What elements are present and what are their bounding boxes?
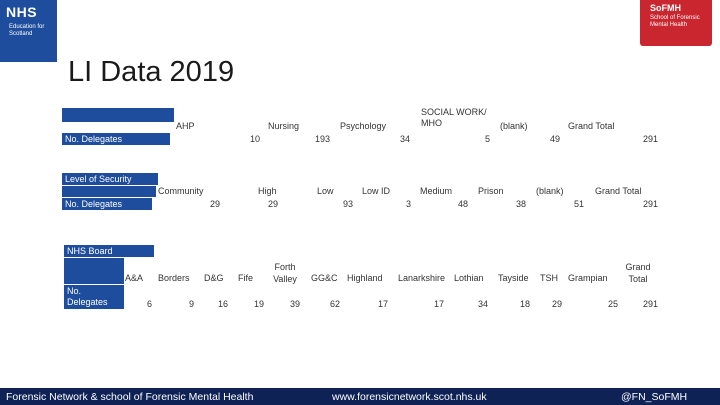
table2-value-low-id: 3 xyxy=(405,199,411,209)
table3-header-tsh: TSH xyxy=(540,273,558,283)
table2-label: Level of Security xyxy=(65,174,132,184)
table3-header-band xyxy=(64,258,124,284)
table2-header-medium: Medium xyxy=(420,186,453,196)
table3-value-lanarkshire: 17 xyxy=(433,299,444,309)
nhs-logo-subtitle: Education for Scotland xyxy=(9,24,45,37)
sofmh-logo-text: SoFMH xyxy=(650,3,681,13)
table3-value-borders: 9 xyxy=(188,299,194,309)
table2-header-community: Community xyxy=(158,186,204,196)
table3-header-grand-total: Grand Total xyxy=(625,262,651,284)
table3-header-borders: Borders xyxy=(158,273,190,283)
table1-header-ahp: AHP xyxy=(176,121,195,131)
table2-header-low-id: Low ID xyxy=(362,186,391,196)
table2-value-blank: 51 xyxy=(573,199,584,209)
table2-value-community: 29 xyxy=(209,199,220,209)
table3-header-aa: A&A xyxy=(125,273,144,283)
page-title: LI Data 2019 xyxy=(68,56,235,88)
table3-header-lothian: Lothian xyxy=(454,273,484,283)
table1-value-social-work: 5 xyxy=(484,134,490,144)
footer-handle[interactable]: @FN_SoFMH xyxy=(621,391,688,403)
table3-header-lanarkshire: Lanarkshire xyxy=(398,273,446,283)
table2-value-medium: 48 xyxy=(457,199,468,209)
nhs-logo-text: NHS xyxy=(6,4,38,20)
table1-value-nursing: 193 xyxy=(314,134,330,144)
table1-value-grand-total: 291 xyxy=(642,134,658,144)
table1-row-label: No. Delegates xyxy=(65,134,123,144)
table1-header-band xyxy=(62,108,174,122)
table3-value-tayside: 18 xyxy=(519,299,530,309)
table1-value-ahp: 10 xyxy=(249,134,260,144)
table1-header-grand-total: Grand Total xyxy=(568,121,615,131)
table3-value-ggc: 62 xyxy=(329,299,340,309)
table1-header-blank: (blank) xyxy=(500,121,528,131)
table1-header-social-work: SOCIAL WORK/ MHO xyxy=(421,107,487,128)
table1-value-blank: 49 xyxy=(549,134,560,144)
table2-value-grand-total: 291 xyxy=(642,199,658,209)
footer-org: Forensic Network & school of Forensic Me… xyxy=(6,391,254,403)
table3-label: NHS Board xyxy=(67,246,113,256)
table3-value-fife: 19 xyxy=(253,299,264,309)
table3-value-grampian: 25 xyxy=(607,299,618,309)
table3-header-ggc: GG&C xyxy=(311,273,338,283)
table3-header-highland: Highland xyxy=(347,273,383,283)
table3-value-forth-valley: 39 xyxy=(289,299,300,309)
table3-header-dg: D&G xyxy=(204,273,224,283)
footer-url[interactable]: www.forensicnetwork.scot.nhs.uk xyxy=(332,391,487,403)
table3-value-dg: 16 xyxy=(217,299,228,309)
table3-value-aa: 6 xyxy=(146,299,152,309)
table2-header-grand-total: Grand Total xyxy=(595,186,642,196)
table2-header-high: High xyxy=(258,186,277,196)
table3-row-label: No. Delegates xyxy=(67,286,108,307)
table2-header-low: Low xyxy=(317,186,334,196)
table1-header-psychology: Psychology xyxy=(340,121,387,131)
table3-value-lothian: 34 xyxy=(477,299,488,309)
table2-header-prison: Prison xyxy=(478,186,504,196)
table2-row-band: No. Delegates xyxy=(62,198,152,210)
nhs-logo: NHS Education for Scotland xyxy=(0,0,57,62)
table3-header-tayside: Tayside xyxy=(498,273,529,283)
table3-header-fife: Fife xyxy=(238,273,254,283)
table3-header-forth-valley: Forth Valley xyxy=(273,262,297,284)
table2-value-high: 29 xyxy=(267,199,278,209)
footer-bar: Forensic Network & school of Forensic Me… xyxy=(0,388,720,405)
table1-row-band: No. Delegates xyxy=(62,133,170,145)
table2-value-prison: 38 xyxy=(515,199,526,209)
table3-label-band: NHS Board xyxy=(64,245,154,257)
table1-value-psychology: 34 xyxy=(399,134,410,144)
table3-value-grand-total: 291 xyxy=(642,299,658,309)
sofmh-logo: SoFMH School of Forensic Mental Health xyxy=(640,0,712,46)
table2-value-low: 93 xyxy=(342,199,353,209)
table2-row-label: No. Delegates xyxy=(65,199,123,209)
sofmh-logo-subtitle: School of Forensic Mental Health xyxy=(650,15,700,28)
table3-header-grampian: Grampian xyxy=(568,273,608,283)
table3-value-highland: 17 xyxy=(377,299,388,309)
table2-label-band: Level of Security xyxy=(62,173,158,185)
table3-value-tsh: 29 xyxy=(551,299,562,309)
table3-row-band: No. Delegates xyxy=(64,285,124,309)
table2-header-band xyxy=(62,186,156,197)
table1-header-nursing: Nursing xyxy=(268,121,300,131)
table2-header-blank: (blank) xyxy=(536,186,564,196)
